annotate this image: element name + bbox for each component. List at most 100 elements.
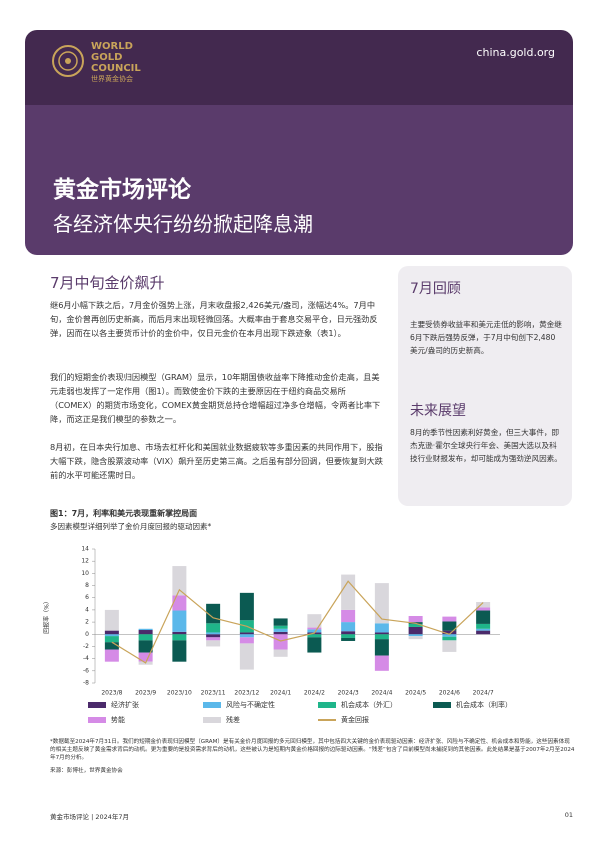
sidebar-text: 8月的季节性因素利好黄金，但三大事件，即杰克逊·霍尔全球央行年会、美国大选以及科…: [410, 428, 562, 463]
url: china.gold.org: [476, 46, 555, 59]
y-tick-label: 0: [85, 631, 89, 638]
x-tick-label: 2024/3: [338, 690, 359, 697]
bar-segment: [172, 640, 187, 662]
legend-item: 势能: [88, 715, 203, 725]
bar-segment: [172, 566, 187, 596]
bar-segment: [239, 637, 254, 644]
bar-segment: [341, 634, 356, 638]
bar-segment: [104, 630, 119, 635]
bar-segment: [273, 631, 288, 635]
title: 黄金市场评论: [53, 177, 191, 203]
x-tick-label: 2024/1: [270, 690, 291, 697]
legend-swatch: [203, 717, 221, 723]
bar-segment: [408, 616, 423, 623]
logo-icon: [52, 45, 84, 77]
bar-segment: [476, 623, 491, 629]
paragraph: 8月初，在日本央行加息、市场去杠杆化和美国就业数据疲软等多重因素的共同作用下，股…: [50, 442, 383, 480]
legend-swatch: [203, 702, 221, 708]
bar-segment: [138, 634, 153, 641]
source: 来源：彭博社，世界黄金协会: [50, 768, 123, 774]
legend-swatch: [88, 702, 106, 708]
sidebar-text: 主要受债券收益率和美元走低的影响，黄金继6月下跌后强势反弹，于7月中旬创下2,4…: [410, 320, 562, 355]
y-tick-label: 8: [85, 582, 89, 589]
bar-segment: [476, 630, 491, 635]
legend-swatch: [433, 702, 451, 708]
x-tick-label: 2023/10: [167, 690, 192, 697]
legend-swatch: [318, 719, 336, 721]
legend-item: 机会成本（利率）: [433, 700, 548, 710]
section-heading: 7月中旬金价飙升: [50, 274, 165, 292]
y-tick-label: -8: [83, 680, 89, 687]
x-tick-label: 2023/12: [234, 690, 259, 697]
bar-segment: [104, 636, 119, 643]
bar-segment: [408, 623, 423, 627]
bar-segment: [476, 607, 491, 611]
legend-label: 势能: [111, 716, 125, 724]
legend: 经济扩张 风险与不确定性 机会成本（外汇） 机会成本（利率） 势能 残差 黄金回报: [88, 700, 548, 725]
bar-segment: [341, 637, 356, 641]
bar-segment: [172, 631, 187, 635]
y-tick-label: 4: [85, 606, 89, 613]
y-tick-label: 2: [85, 619, 89, 626]
bar-segment: [273, 628, 288, 632]
bar-segment: [239, 632, 254, 635]
sidebar: 7月回顾 主要受债券收益率和美元走低的影响，黄金继6月下跌后强势反弹，于7月中旬…: [398, 266, 572, 506]
subtitle: 各经济体央行纷纷掀起降息潮: [53, 212, 313, 236]
bar-segment: [239, 592, 254, 621]
logo-text: WORLD GOLD COUNCIL 世界黄金协会: [91, 41, 141, 85]
y-tick-label: -4: [83, 655, 89, 662]
legend-item: 经济扩张: [88, 700, 203, 710]
logo-cn: 世界黄金协会: [91, 75, 133, 83]
legend-item: 机会成本（外汇）: [318, 700, 433, 710]
bar-segment: [138, 652, 153, 662]
bar-segment: [442, 640, 457, 652]
bar-segment: [206, 634, 221, 638]
bar-segment: [239, 643, 254, 670]
bar-segment: [408, 634, 423, 637]
bar-segment: [104, 649, 119, 662]
bar-segment: [374, 623, 389, 633]
bar-segment: [341, 622, 356, 632]
bar-segment: [442, 621, 457, 631]
x-tick-label: 2024/4: [371, 690, 392, 697]
x-tick-label: 2023/11: [201, 690, 226, 697]
y-tick-label: -6: [83, 667, 89, 674]
x-tick-label: 2024/2: [304, 690, 325, 697]
bar-segment: [239, 634, 254, 638]
bar-segment: [273, 649, 288, 657]
bar-segment: [307, 627, 322, 630]
legend-item: 黄金回报: [318, 715, 433, 725]
bar-segment: [307, 614, 322, 628]
gold-return-line: [111, 580, 484, 664]
sidebar-heading: 7月回顾: [410, 281, 461, 297]
bar-segment: [307, 634, 322, 638]
bar-segment: [374, 639, 389, 656]
bar-segment: [307, 629, 322, 633]
bar-segment: [172, 634, 187, 641]
bar-segment: [341, 609, 356, 623]
bar-segment: [172, 610, 187, 632]
bar-segment: [442, 616, 457, 622]
bar-segment: [273, 625, 288, 629]
bar-segment: [206, 623, 221, 633]
legend-swatch: [318, 702, 336, 708]
bar-segment: [442, 636, 457, 641]
bar-segment: [341, 631, 356, 635]
logo-line: GOLD: [91, 52, 123, 63]
bar-segment: [476, 628, 491, 631]
logo-line: COUNCIL: [91, 63, 141, 74]
bar-segment: [476, 601, 491, 608]
logo-line: WORLD: [91, 41, 133, 52]
bar-segment: [206, 632, 221, 635]
bar-segment: [374, 655, 389, 671]
page-number: 01: [564, 811, 573, 819]
x-tick-label: 2024/5: [405, 690, 426, 697]
bar-segment: [374, 634, 389, 640]
legend-item: 风险与不确定性: [203, 700, 318, 710]
y-tick-label: 10: [81, 570, 89, 577]
x-tick-label: 2024/6: [439, 690, 460, 697]
x-tick-label: 2023/8: [101, 690, 122, 697]
legend-item: 残差: [203, 715, 318, 725]
bar-segment: [172, 595, 187, 611]
